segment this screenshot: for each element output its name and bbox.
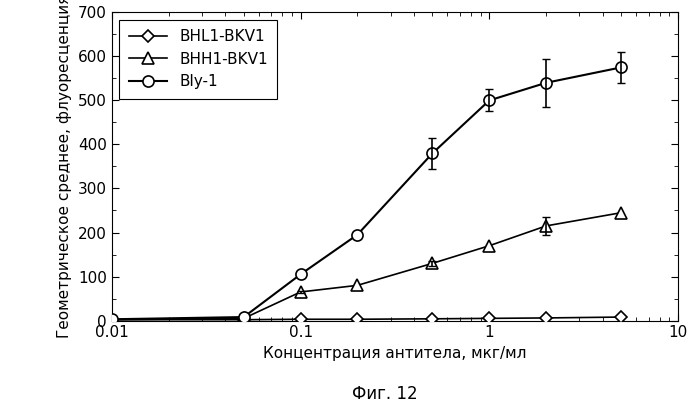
BHH1-BKV1 (428, 261, 437, 266)
BHL1-BKV1 (296, 317, 305, 322)
Bly-1 (617, 65, 626, 70)
BHL1-BKV1 (428, 316, 437, 321)
Bly-1 (428, 151, 437, 156)
Y-axis label: Геометрическое среднее, флуоресценция: Геометрическое среднее, флуоресценция (57, 0, 73, 338)
X-axis label: Концентрация антитела, мкг/мл: Концентрация антитела, мкг/мл (264, 346, 526, 361)
Text: Фиг. 12: Фиг. 12 (352, 385, 417, 403)
Line: BHH1-BKV1: BHH1-BKV1 (106, 207, 627, 325)
Legend: BHL1-BKV1, BHH1-BKV1, Bly-1: BHL1-BKV1, BHH1-BKV1, Bly-1 (120, 20, 277, 99)
BHL1-BKV1 (353, 317, 361, 322)
BHH1-BKV1 (485, 243, 493, 248)
BHH1-BKV1 (296, 289, 305, 294)
Bly-1 (485, 98, 493, 103)
Line: BHL1-BKV1: BHL1-BKV1 (108, 313, 626, 324)
BHH1-BKV1 (108, 317, 116, 322)
Bly-1 (108, 317, 116, 322)
Bly-1 (240, 314, 248, 319)
BHL1-BKV1 (542, 316, 550, 321)
Bly-1 (353, 232, 361, 237)
Bly-1 (542, 80, 550, 85)
BHL1-BKV1 (108, 317, 116, 322)
BHH1-BKV1 (617, 210, 626, 215)
BHL1-BKV1 (240, 317, 248, 322)
BHH1-BKV1 (353, 283, 361, 288)
BHL1-BKV1 (485, 316, 493, 321)
Bly-1 (296, 272, 305, 277)
BHH1-BKV1 (240, 316, 248, 321)
Line: Bly-1: Bly-1 (106, 62, 627, 325)
BHL1-BKV1 (617, 314, 626, 319)
BHH1-BKV1 (542, 224, 550, 229)
